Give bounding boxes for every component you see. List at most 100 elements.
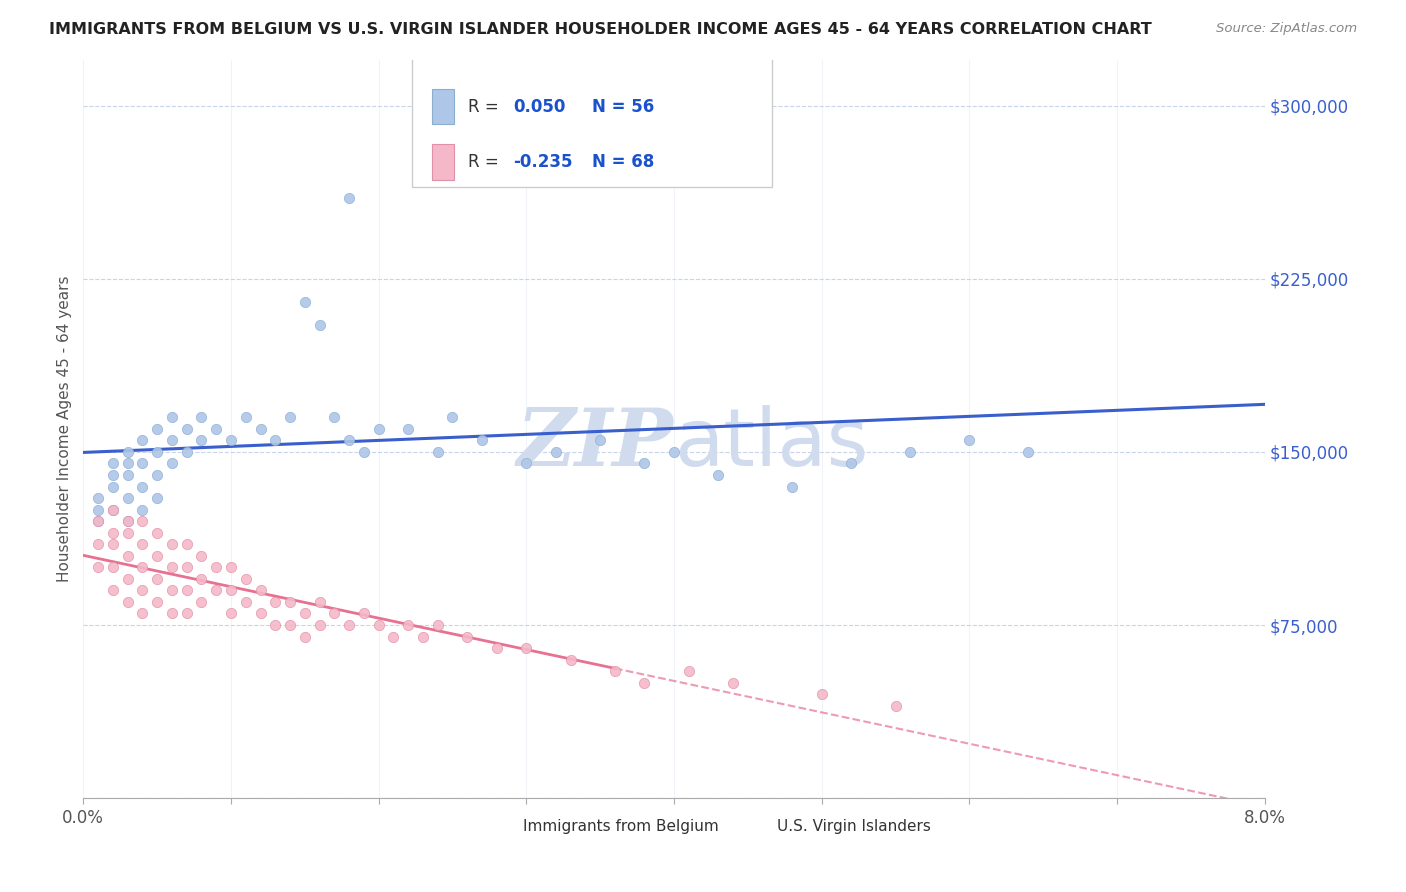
Point xyxy=(117,491,139,505)
Point xyxy=(264,595,287,609)
Point xyxy=(117,595,139,609)
Point xyxy=(176,445,198,459)
Point xyxy=(235,595,257,609)
Point xyxy=(810,687,832,701)
Point xyxy=(146,422,169,436)
Point xyxy=(367,422,389,436)
Point xyxy=(87,514,110,528)
Point xyxy=(205,560,228,574)
Point xyxy=(560,653,582,667)
Point xyxy=(515,641,537,656)
Point xyxy=(146,445,169,459)
Point xyxy=(515,457,537,471)
Point xyxy=(219,560,242,574)
Point xyxy=(235,572,257,586)
Point xyxy=(1017,445,1039,459)
Point xyxy=(957,434,980,448)
Point xyxy=(176,537,198,551)
Point xyxy=(131,514,153,528)
Point xyxy=(87,491,110,505)
Text: R =: R = xyxy=(468,98,505,116)
Point xyxy=(117,468,139,483)
Text: R =: R = xyxy=(468,153,505,171)
Point xyxy=(337,618,360,632)
Point xyxy=(101,583,124,598)
Text: U.S. Virgin Islanders: U.S. Virgin Islanders xyxy=(776,820,931,834)
Point xyxy=(294,294,316,309)
Point xyxy=(190,549,212,563)
Point xyxy=(219,607,242,621)
Point xyxy=(131,502,153,516)
Point xyxy=(353,445,375,459)
Point xyxy=(131,457,153,471)
Point xyxy=(131,583,153,598)
Point xyxy=(426,445,449,459)
Point xyxy=(485,641,508,656)
Point xyxy=(101,479,124,493)
Point xyxy=(441,410,464,425)
Point xyxy=(456,630,478,644)
Point xyxy=(160,410,183,425)
Point xyxy=(117,514,139,528)
Point xyxy=(190,572,212,586)
Text: N = 56: N = 56 xyxy=(592,98,655,116)
Point xyxy=(117,572,139,586)
Point xyxy=(839,457,862,471)
Bar xyxy=(432,89,454,125)
Point xyxy=(131,479,153,493)
Point xyxy=(249,607,271,621)
Point xyxy=(308,618,330,632)
Point xyxy=(131,607,153,621)
Point xyxy=(707,468,730,483)
Point xyxy=(176,583,198,598)
Text: 0.050: 0.050 xyxy=(513,98,565,116)
Point xyxy=(633,675,655,690)
Point xyxy=(219,583,242,598)
Point xyxy=(264,618,287,632)
Point xyxy=(396,618,419,632)
Point xyxy=(87,537,110,551)
Point xyxy=(337,191,360,205)
Point xyxy=(515,168,537,182)
Point xyxy=(190,410,212,425)
Point xyxy=(101,537,124,551)
Point xyxy=(87,560,110,574)
Point xyxy=(101,502,124,516)
Point xyxy=(294,630,316,644)
Point xyxy=(396,422,419,436)
Point xyxy=(603,664,626,678)
Point xyxy=(160,560,183,574)
Point xyxy=(662,445,685,459)
Point xyxy=(160,607,183,621)
Point xyxy=(353,607,375,621)
Point xyxy=(426,618,449,632)
Point xyxy=(146,595,169,609)
Point xyxy=(589,434,612,448)
Point xyxy=(87,514,110,528)
Y-axis label: Householder Income Ages 45 - 64 years: Householder Income Ages 45 - 64 years xyxy=(58,276,72,582)
Point xyxy=(101,468,124,483)
Point xyxy=(117,445,139,459)
Point xyxy=(101,560,124,574)
Point xyxy=(146,525,169,540)
Text: IMMIGRANTS FROM BELGIUM VS U.S. VIRGIN ISLANDER HOUSEHOLDER INCOME AGES 45 - 64 : IMMIGRANTS FROM BELGIUM VS U.S. VIRGIN I… xyxy=(49,22,1152,37)
Point xyxy=(146,468,169,483)
Point xyxy=(205,422,228,436)
Point xyxy=(176,422,198,436)
Text: N = 68: N = 68 xyxy=(592,153,655,171)
FancyBboxPatch shape xyxy=(412,52,772,187)
Point xyxy=(117,525,139,540)
Point xyxy=(780,479,803,493)
Point xyxy=(190,595,212,609)
Point xyxy=(898,445,921,459)
Point xyxy=(219,434,242,448)
Text: Source: ZipAtlas.com: Source: ZipAtlas.com xyxy=(1216,22,1357,36)
Point xyxy=(101,457,124,471)
Point xyxy=(146,491,169,505)
Point xyxy=(308,318,330,332)
Point xyxy=(721,675,744,690)
Point xyxy=(235,410,257,425)
Point xyxy=(160,434,183,448)
Point xyxy=(294,607,316,621)
Point xyxy=(146,549,169,563)
